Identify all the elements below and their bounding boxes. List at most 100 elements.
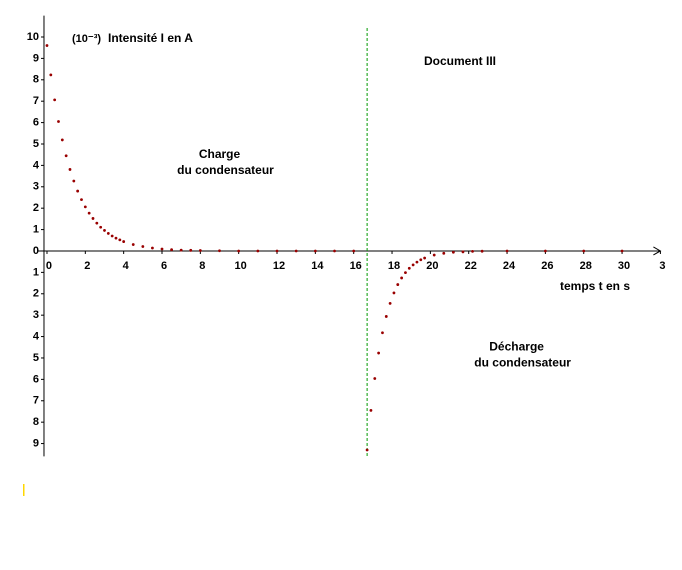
- data-point: [423, 256, 427, 260]
- annotation-sub: du condensateur: [177, 163, 274, 177]
- data-point: [419, 258, 423, 262]
- data-point: [451, 250, 455, 254]
- data-point: [118, 238, 122, 242]
- x-tick-label: 14: [311, 260, 324, 272]
- data-point: [411, 263, 415, 267]
- y-tick-label: 3: [33, 309, 39, 321]
- data-point: [106, 232, 110, 235]
- data-point: [620, 249, 624, 253]
- annotation: Décharge: [489, 339, 544, 353]
- data-point: [87, 211, 91, 215]
- cursor-mark: [23, 484, 25, 496]
- data-point: [313, 249, 317, 253]
- data-point: [80, 198, 83, 202]
- x-tick-label: 20: [426, 260, 438, 272]
- data-point: [170, 248, 173, 252]
- data-point: [103, 229, 106, 232]
- data-point: [91, 217, 95, 220]
- chart-title: Document III: [424, 54, 496, 68]
- data-point: [83, 205, 87, 209]
- data-point: [45, 44, 49, 47]
- data-point: [407, 266, 411, 270]
- y-tick-label: 4: [33, 330, 40, 342]
- data-point: [471, 250, 474, 253]
- x-axis-label: temps t en s: [560, 279, 630, 293]
- x-tick-label: 10: [235, 260, 247, 272]
- data-point: [151, 246, 154, 250]
- x-tick-label: 0: [46, 260, 52, 272]
- y-tick-label: 9: [33, 437, 39, 449]
- data-point: [57, 120, 60, 123]
- data-point: [400, 276, 404, 280]
- data-point: [388, 302, 392, 305]
- y-tick-label: 6: [33, 373, 39, 385]
- data-point: [189, 248, 193, 252]
- data-point: [381, 331, 384, 335]
- data-point: [76, 189, 80, 193]
- data-point: [114, 236, 118, 240]
- data-point: [582, 249, 586, 253]
- data-point: [95, 221, 99, 225]
- y-tick-label: 4: [33, 159, 40, 171]
- data-point: [60, 138, 64, 142]
- data-point: [369, 408, 373, 412]
- data-point: [256, 249, 260, 253]
- data-point: [68, 168, 72, 171]
- y-tick-label: 3: [33, 181, 39, 193]
- data-point: [141, 245, 145, 248]
- data-point: [480, 249, 484, 253]
- data-point: [237, 249, 241, 253]
- x-tick-label: 18: [388, 260, 400, 272]
- y-tick-label: 7: [33, 95, 39, 107]
- y-tick-label: 1: [33, 223, 39, 235]
- data-point: [275, 249, 279, 253]
- data-point: [442, 251, 446, 255]
- x-tick-label: 12: [273, 260, 285, 272]
- x-tick-label: 16: [350, 260, 362, 272]
- x-tick-label: 4: [123, 260, 130, 272]
- y-tick-label: 10: [27, 31, 39, 43]
- y-tick-label: 9: [33, 52, 39, 64]
- data-point: [99, 225, 103, 229]
- y-axis-label: Intensité I en A: [108, 31, 193, 45]
- y-unit: (10⁻³): [72, 33, 101, 45]
- data-point: [218, 249, 221, 253]
- x-tick-label: 2: [84, 260, 90, 272]
- data-point: [179, 248, 183, 252]
- y-tick-label: 0: [33, 245, 39, 257]
- data-point: [404, 271, 407, 274]
- y-tick-label: 2: [33, 202, 39, 214]
- data-point: [415, 260, 419, 264]
- data-point: [384, 315, 388, 318]
- y-tick-label: 5: [33, 352, 39, 364]
- x-tick-label: 3: [659, 260, 665, 272]
- data-point: [377, 351, 381, 355]
- x-tick-label: 26: [541, 260, 553, 272]
- x-tick-label: 6: [161, 260, 167, 272]
- y-tick-label: 1: [33, 266, 39, 278]
- y-tick-label: 2: [33, 288, 39, 300]
- y-tick-label: 7: [33, 395, 39, 407]
- data-point: [53, 98, 57, 102]
- data-point: [110, 234, 114, 238]
- data-point: [64, 154, 68, 158]
- y-tick-label: 8: [33, 74, 39, 86]
- data-point: [294, 249, 298, 253]
- data-point: [49, 73, 53, 77]
- x-tick-label: 8: [199, 260, 205, 272]
- data-point: [432, 253, 436, 257]
- data-point: [160, 247, 164, 251]
- annotation: Charge: [199, 147, 241, 161]
- data-point: [505, 249, 509, 253]
- data-point: [461, 250, 465, 254]
- y-tick-label: 6: [33, 116, 39, 128]
- x-tick-label: 22: [465, 260, 477, 272]
- data-point: [72, 179, 76, 183]
- data-point: [122, 240, 126, 243]
- data-point: [373, 377, 377, 380]
- x-tick-label: 24: [503, 260, 516, 272]
- x-tick-label: 28: [580, 260, 592, 272]
- annotation-sub: du condensateur: [474, 355, 571, 369]
- y-tick-label: 8: [33, 416, 39, 428]
